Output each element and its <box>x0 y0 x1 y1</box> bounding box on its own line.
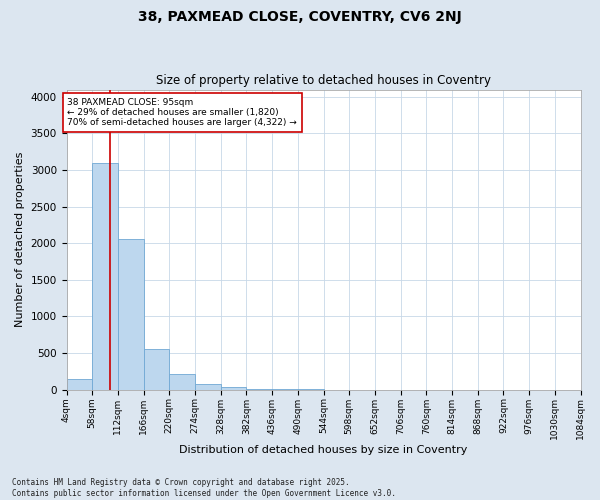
Text: Contains HM Land Registry data © Crown copyright and database right 2025.
Contai: Contains HM Land Registry data © Crown c… <box>12 478 396 498</box>
Y-axis label: Number of detached properties: Number of detached properties <box>15 152 25 328</box>
Text: 38, PAXMEAD CLOSE, COVENTRY, CV6 2NJ: 38, PAXMEAD CLOSE, COVENTRY, CV6 2NJ <box>138 10 462 24</box>
Text: 38 PAXMEAD CLOSE: 95sqm
← 29% of detached houses are smaller (1,820)
70% of semi: 38 PAXMEAD CLOSE: 95sqm ← 29% of detache… <box>67 98 297 128</box>
Title: Size of property relative to detached houses in Coventry: Size of property relative to detached ho… <box>156 74 491 87</box>
Bar <box>67 378 92 390</box>
Bar <box>169 374 195 390</box>
Bar <box>221 388 247 390</box>
Bar <box>143 348 169 390</box>
Bar <box>92 164 118 390</box>
Bar <box>118 239 143 390</box>
X-axis label: Distribution of detached houses by size in Coventry: Distribution of detached houses by size … <box>179 445 468 455</box>
Bar <box>247 389 272 390</box>
Bar <box>195 384 221 390</box>
